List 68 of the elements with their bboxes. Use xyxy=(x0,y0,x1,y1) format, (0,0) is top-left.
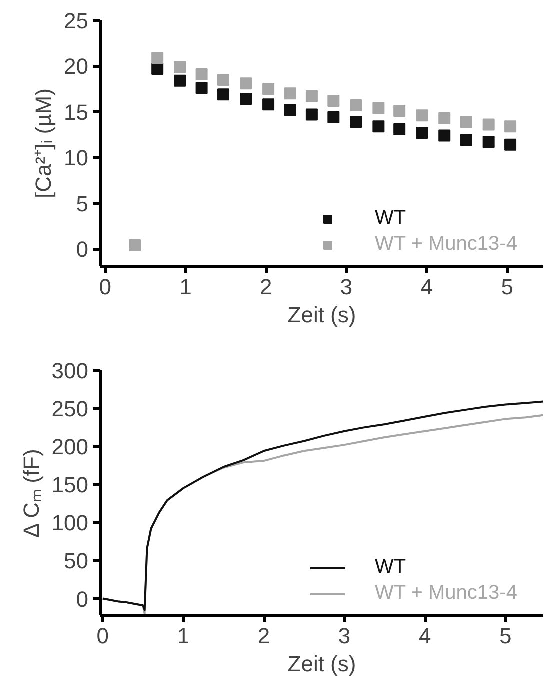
x-axis-title: Zeit (s) xyxy=(288,302,356,328)
point xyxy=(284,88,296,100)
y-tick-label: 150 xyxy=(52,472,89,498)
x-tick-label: 4 xyxy=(420,274,434,300)
x-axis-title: Zeit (s) xyxy=(288,652,356,676)
y-axis-title: Δ Cₘ (fF) xyxy=(18,449,44,538)
point xyxy=(350,100,362,112)
point xyxy=(284,104,296,116)
y-tick-label: 50 xyxy=(64,548,89,574)
point xyxy=(218,88,230,101)
point xyxy=(416,110,428,122)
point xyxy=(482,118,495,131)
x-tick-label: 4 xyxy=(418,624,432,648)
point xyxy=(306,90,318,102)
x-tick-label: 2 xyxy=(258,624,270,648)
y-tick-label: 25 xyxy=(64,8,89,34)
y-tick-label: 200 xyxy=(52,434,89,460)
x-tick-label: 5 xyxy=(501,274,514,300)
y-axis-title: [Ca²⁺]ᵢ (µM) xyxy=(31,88,56,198)
point xyxy=(438,130,451,142)
point xyxy=(240,93,252,106)
point xyxy=(394,105,406,118)
y-tick-label: 15 xyxy=(64,100,89,125)
x-tick-label: 1 xyxy=(180,274,192,300)
point xyxy=(460,116,472,128)
point xyxy=(416,126,428,139)
point xyxy=(152,52,164,64)
point xyxy=(262,98,275,111)
point xyxy=(394,123,406,136)
point xyxy=(152,62,164,75)
point xyxy=(306,108,318,121)
point xyxy=(482,136,495,148)
point xyxy=(460,134,472,146)
x-tick-label: 3 xyxy=(340,274,353,300)
y-tick-label: 100 xyxy=(52,510,89,536)
point xyxy=(262,83,275,96)
point xyxy=(372,102,385,114)
x-tick-label: 0 xyxy=(99,274,112,300)
point xyxy=(240,78,252,90)
legend-label: WT xyxy=(375,556,406,579)
y-tick-label: 250 xyxy=(52,396,89,422)
y-tick-label: 300 xyxy=(52,358,89,384)
point xyxy=(504,120,517,133)
y-tick-label: 20 xyxy=(64,54,89,80)
x-tick-label: 2 xyxy=(260,274,272,300)
point xyxy=(350,116,362,128)
point xyxy=(328,111,340,124)
x-tick-label: 3 xyxy=(338,624,351,648)
point xyxy=(174,61,186,74)
y-tick-label: 10 xyxy=(64,146,89,171)
point xyxy=(328,94,340,107)
y-tick-label: 0 xyxy=(76,237,89,262)
y-tick-label: 5 xyxy=(76,191,89,216)
x-tick-label: 0 xyxy=(96,624,110,648)
point xyxy=(174,74,186,87)
point xyxy=(218,74,230,86)
point xyxy=(438,112,451,124)
x-tick-label: 1 xyxy=(177,624,190,648)
point xyxy=(129,239,142,252)
x-tick-label: 5 xyxy=(500,624,512,648)
legend-label: WT + Munc13-4 xyxy=(375,233,518,256)
legend-label: WT xyxy=(375,207,406,230)
point xyxy=(196,82,208,94)
point xyxy=(504,138,517,151)
y-tick-label: 0 xyxy=(76,586,89,612)
point xyxy=(372,120,385,133)
legend-label: WT + Munc13-4 xyxy=(375,582,518,605)
point xyxy=(196,68,208,80)
